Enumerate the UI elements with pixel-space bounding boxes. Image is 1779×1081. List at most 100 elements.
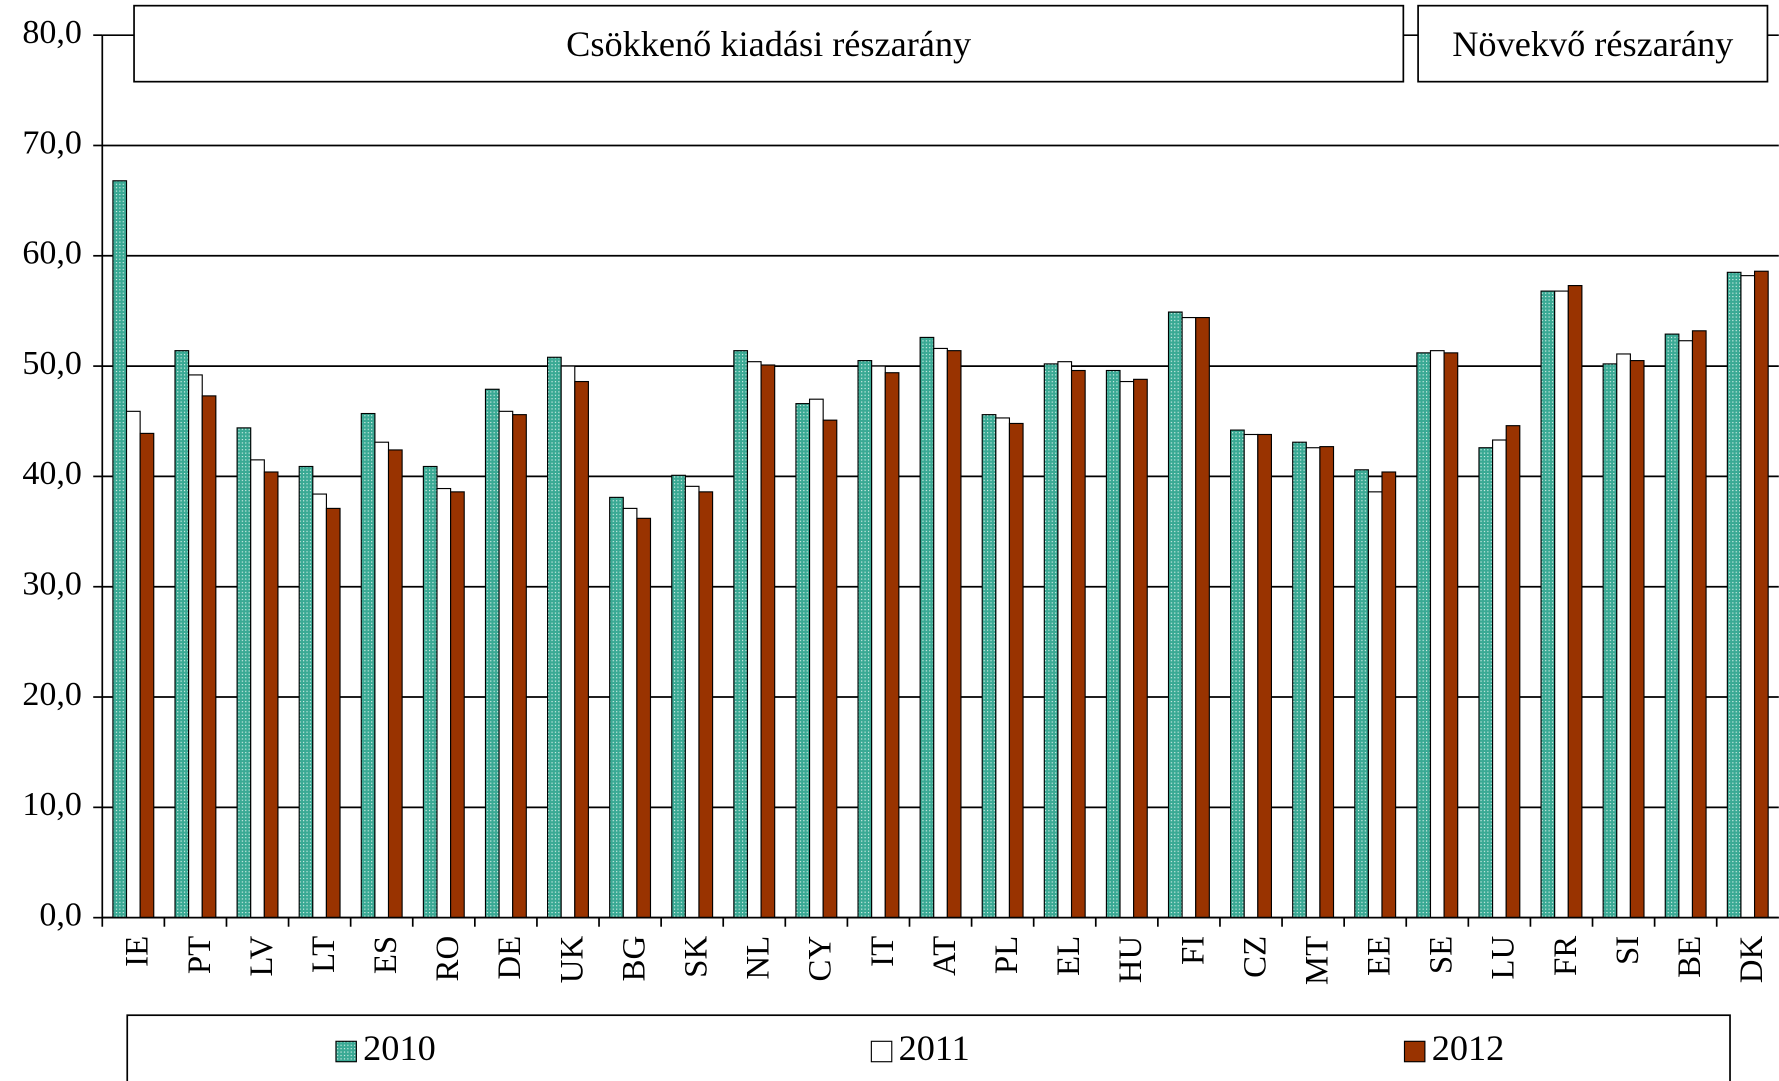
bar — [547, 356, 562, 919]
legend-box — [126, 1014, 1731, 1081]
bar — [1554, 290, 1569, 919]
y-tick-label: 80,0 — [22, 14, 82, 51]
x-tick-label: AT — [927, 936, 963, 976]
annotation-box — [133, 4, 1405, 83]
x-tick-label: EE — [1362, 936, 1398, 976]
x-tick-label: CY — [803, 936, 839, 982]
bar — [1043, 363, 1059, 919]
bar — [174, 350, 190, 919]
x-tick-label: CZ — [1237, 936, 1273, 978]
y-tick-label: 10,0 — [22, 786, 82, 823]
x-tick-label: SE — [1424, 936, 1460, 974]
bar — [1505, 425, 1521, 919]
bar — [1664, 333, 1680, 919]
x-tick-label: SK — [679, 936, 715, 978]
annotation: Csökkenő kiadási részarány — [566, 24, 971, 64]
bar — [919, 336, 935, 919]
bar — [560, 365, 576, 919]
bar — [871, 365, 886, 919]
bar — [1257, 433, 1272, 919]
bar — [760, 364, 776, 919]
x-tick-label: FR — [1548, 936, 1584, 976]
bar — [1381, 471, 1397, 919]
legend-swatch — [870, 1040, 893, 1063]
bar — [1057, 361, 1073, 919]
legend-label: 2012 — [1432, 1028, 1505, 1068]
x-tick-label: FI — [1175, 936, 1211, 965]
y-tick-label: 30,0 — [22, 566, 82, 603]
bar — [236, 427, 252, 919]
legend-label: 2010 — [363, 1028, 436, 1068]
bar — [201, 395, 217, 919]
bar — [325, 507, 341, 919]
bar — [733, 350, 749, 919]
bar — [1726, 271, 1742, 919]
bar — [1753, 270, 1769, 919]
bar — [374, 441, 390, 919]
bar — [857, 360, 873, 919]
bar — [1629, 360, 1645, 919]
bar — [1195, 316, 1210, 919]
bar — [746, 361, 762, 919]
bar — [1070, 369, 1086, 919]
x-tick-label: IE — [120, 936, 156, 967]
y-tick-label: 40,0 — [22, 455, 82, 492]
x-tick-label: ES — [368, 936, 404, 974]
bar — [360, 412, 376, 919]
x-tick-label: IT — [865, 936, 901, 967]
bar — [795, 403, 811, 919]
legend-label: 2011 — [899, 1028, 970, 1068]
x-tick-label: BG — [616, 936, 652, 982]
bar — [1678, 340, 1694, 919]
legend-swatch — [1403, 1040, 1426, 1063]
bar — [995, 417, 1011, 919]
bar — [1292, 441, 1307, 919]
x-tick-label: PT — [182, 936, 218, 974]
bar — [263, 471, 279, 919]
bar — [1492, 439, 1507, 919]
bar — [884, 372, 900, 919]
bar — [1133, 378, 1148, 919]
x-tick-label: LU — [1486, 936, 1522, 980]
y-tick-label: 20,0 — [22, 676, 82, 713]
y-tick-label: 70,0 — [22, 124, 82, 161]
x-tick-label: NL — [741, 936, 777, 980]
bar — [1181, 316, 1197, 919]
bar — [512, 414, 527, 919]
bar — [1691, 330, 1707, 919]
bar — [671, 474, 686, 919]
bar — [139, 432, 155, 919]
x-tick-label: MT — [1299, 936, 1335, 985]
legend-swatch — [335, 1040, 357, 1063]
bar — [1119, 380, 1135, 919]
bar — [298, 465, 314, 919]
x-tick-label: DK — [1734, 936, 1770, 984]
bar — [1740, 275, 1756, 919]
bar — [1319, 446, 1335, 919]
bar — [422, 465, 438, 919]
bar — [1540, 290, 1556, 919]
x-tick-label: EL — [1051, 936, 1087, 976]
bar — [250, 459, 265, 919]
bar — [1008, 422, 1024, 919]
bar — [1567, 285, 1583, 919]
bar — [436, 487, 452, 919]
bar — [1616, 353, 1631, 919]
bar — [1243, 433, 1259, 919]
bar — [1478, 447, 1494, 919]
bar — [1416, 352, 1432, 919]
annotation-box — [1417, 4, 1769, 83]
bar — [946, 350, 962, 919]
bar — [636, 517, 652, 919]
bar — [1367, 491, 1383, 919]
bar — [387, 449, 403, 919]
bar — [450, 491, 465, 919]
x-tick-label: RO — [430, 936, 466, 982]
bar — [933, 347, 948, 919]
annotation: Növekvő részarány — [1452, 24, 1733, 64]
bar — [1167, 311, 1183, 919]
bar — [112, 180, 128, 919]
bar — [1602, 363, 1618, 919]
bar — [622, 507, 638, 919]
